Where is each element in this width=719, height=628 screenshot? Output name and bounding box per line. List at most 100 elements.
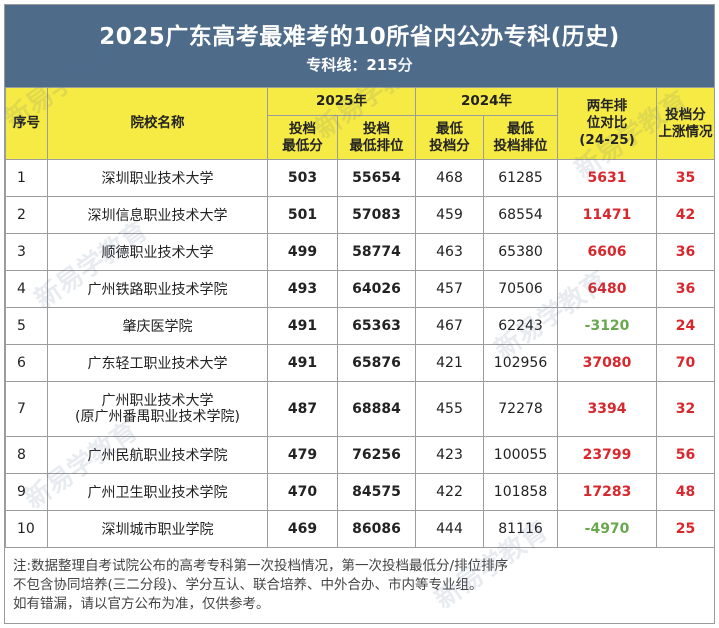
header-2024-score-line1: 最低 (436, 120, 464, 137)
cell-score-2024: 421 (415, 344, 485, 382)
cell-school: 深圳职业技术大学 (47, 159, 268, 197)
header-diff: 两年排 位对比 (24-25) (557, 87, 658, 160)
cell-seq: 3 (5, 233, 48, 271)
cell-score-rise: 70 (656, 344, 714, 382)
table-row: 9 广州卫生职业技术学院 470 84575 422 101858 17283 … (5, 473, 714, 511)
header-2025-score-line1: 投档 (289, 120, 316, 137)
header-rise-line1: 投档分 (665, 106, 706, 123)
cell-score-2025: 503 (267, 159, 338, 197)
cell-school-line2: (原广州番禺职业技术学院) (75, 409, 240, 425)
cell-school: 广东轻工职业技术大学 (47, 344, 268, 382)
header-2024-rank-line1: 最低 (507, 120, 535, 137)
admission-table: 序号 院校名称 2025年 2024年 两年排 位对比 (24-25) 投档分 … (5, 87, 714, 548)
cell-rank-2025: 76256 (336, 436, 417, 474)
table-row: 7 广州职业技术大学 (原广州番禺职业技术学院) 487 68884 455 7… (5, 381, 714, 437)
header-2025-rank-line2: 最低排位 (349, 137, 404, 154)
cell-score-2025: 493 (267, 270, 338, 308)
cell-seq: 7 (5, 381, 48, 437)
cell-rank-2025: 57083 (336, 196, 417, 234)
header-2025-rank: 投档 最低排位 (336, 115, 417, 160)
cell-score-2025: 487 (267, 381, 338, 437)
cell-score-rise: 48 (656, 473, 714, 511)
cell-seq: 1 (5, 159, 48, 197)
cell-rank-diff: 6606 (557, 233, 658, 271)
cell-score-2025: 499 (267, 233, 338, 271)
title-banner: 2025广东高考最难考的10所省内公办专科(历史) 专科线：215分 (5, 5, 714, 87)
cell-rank-2024: 68554 (483, 196, 559, 234)
cell-rank-2025: 68884 (336, 381, 417, 437)
cell-rank-2025: 65876 (336, 344, 417, 382)
table-row: 6 广东轻工职业技术大学 491 65876 421 102956 37080 … (5, 344, 714, 382)
header-rise: 投档分 上涨情况 (656, 87, 714, 160)
page-title: 2025广东高考最难考的10所省内公办专科(历史) (99, 24, 620, 50)
header-seq: 序号 (5, 87, 48, 160)
footnote: 注:数据整理自考试院公布的高考专科第一次投档情况，第一次投档最低分/排位排序 不… (13, 557, 713, 614)
table-row: 1 深圳职业技术大学 503 55654 468 61285 5631 35 (5, 159, 714, 197)
cell-seq: 2 (5, 196, 48, 234)
cell-seq: 9 (5, 473, 48, 511)
cell-rank-2024: 70506 (483, 270, 559, 308)
cell-rank-2025: 84575 (336, 473, 417, 511)
cell-rank-2024: 101858 (483, 473, 559, 511)
cell-score-rise: 35 (656, 159, 714, 197)
cell-rank-diff: 11471 (557, 196, 658, 234)
cell-seq: 5 (5, 307, 48, 345)
header-2025: 2025年 (266, 87, 417, 116)
header-2024-rank-line2: 投档排位 (493, 137, 548, 154)
cell-score-2025: 491 (267, 307, 338, 345)
cell-rank-2024: 102956 (483, 344, 559, 382)
poster: 2025广东高考最难考的10所省内公办专科(历史) 专科线：215分 序号 院校… (4, 4, 715, 624)
cell-score-2024: 463 (415, 233, 485, 271)
cell-score-2024: 459 (415, 196, 485, 234)
header-school: 院校名称 (47, 87, 268, 160)
cell-score-rise: 25 (656, 510, 714, 548)
table-row: 2 深圳信息职业技术大学 501 57083 459 68554 11471 4… (5, 196, 714, 234)
cell-school: 广州铁路职业技术学院 (47, 270, 268, 308)
cell-school: 广州民航职业技术学院 (47, 436, 268, 474)
cell-rank-2024: 65380 (483, 233, 559, 271)
cell-score-2025: 491 (267, 344, 338, 382)
cell-rank-2024: 61285 (483, 159, 559, 197)
cell-school: 顺德职业技术大学 (47, 233, 268, 271)
cell-score-2024: 467 (415, 307, 485, 345)
cell-rank-2025: 58774 (336, 233, 417, 271)
cell-score-rise: 56 (656, 436, 714, 474)
cell-score-2024: 423 (415, 436, 485, 474)
cell-seq: 6 (5, 344, 48, 382)
cell-rank-2025: 65363 (336, 307, 417, 345)
table-row: 10 深圳城市职业学院 469 86086 444 81116 -4970 25 (5, 510, 714, 548)
header-rise-line2: 上涨情况 (658, 123, 713, 140)
cell-score-rise: 36 (656, 270, 714, 308)
cell-rank-diff: 5631 (557, 159, 658, 197)
header-2024-score: 最低 投档分 (415, 115, 485, 160)
cell-score-rise: 24 (656, 307, 714, 345)
header-2024-rank: 最低 投档排位 (483, 115, 559, 160)
header-diff-line1: 两年排 (586, 98, 628, 114)
cell-score-rise: 42 (656, 196, 714, 234)
header-2025-rank-line1: 投档 (363, 120, 390, 137)
cell-rank-2025: 55654 (336, 159, 417, 197)
cell-rank-2025: 86086 (336, 510, 417, 548)
footnote-line: 如有错漏，请以官方公布为准，仅供参考。 (13, 596, 270, 612)
cell-rank-2024: 81116 (483, 510, 559, 548)
cell-score-2025: 501 (267, 196, 338, 234)
table-row: 8 广州民航职业技术学院 479 76256 423 100055 23799 … (5, 436, 714, 474)
cell-score-2025: 469 (267, 510, 338, 548)
cell-rank-diff: -4970 (557, 510, 658, 548)
header-2024-score-line2: 投档分 (429, 137, 470, 154)
cell-rank-diff: -3120 (557, 307, 658, 345)
cell-score-2024: 457 (415, 270, 485, 308)
cell-school: 深圳城市职业学院 (47, 510, 268, 548)
header-2025-score: 投档 最低分 (267, 115, 338, 160)
cell-seq: 4 (5, 270, 48, 308)
cell-score-2024: 455 (415, 381, 485, 437)
cell-school: 广州卫生职业技术学院 (47, 473, 268, 511)
cell-rank-diff: 3394 (557, 381, 658, 437)
header-diff-line2: 位对比 (586, 115, 628, 131)
cell-score-2024: 444 (415, 510, 485, 548)
cell-rank-2025: 64026 (336, 270, 417, 308)
cell-rank-diff: 6480 (557, 270, 658, 308)
footnote-line: 注:数据整理自考试院公布的高考专科第一次投档情况，第一次投档最低分/排位排序 (13, 558, 509, 574)
cell-school-line1: 广州职业技术大学 (101, 393, 214, 409)
cell-rank-2024: 72278 (483, 381, 559, 437)
